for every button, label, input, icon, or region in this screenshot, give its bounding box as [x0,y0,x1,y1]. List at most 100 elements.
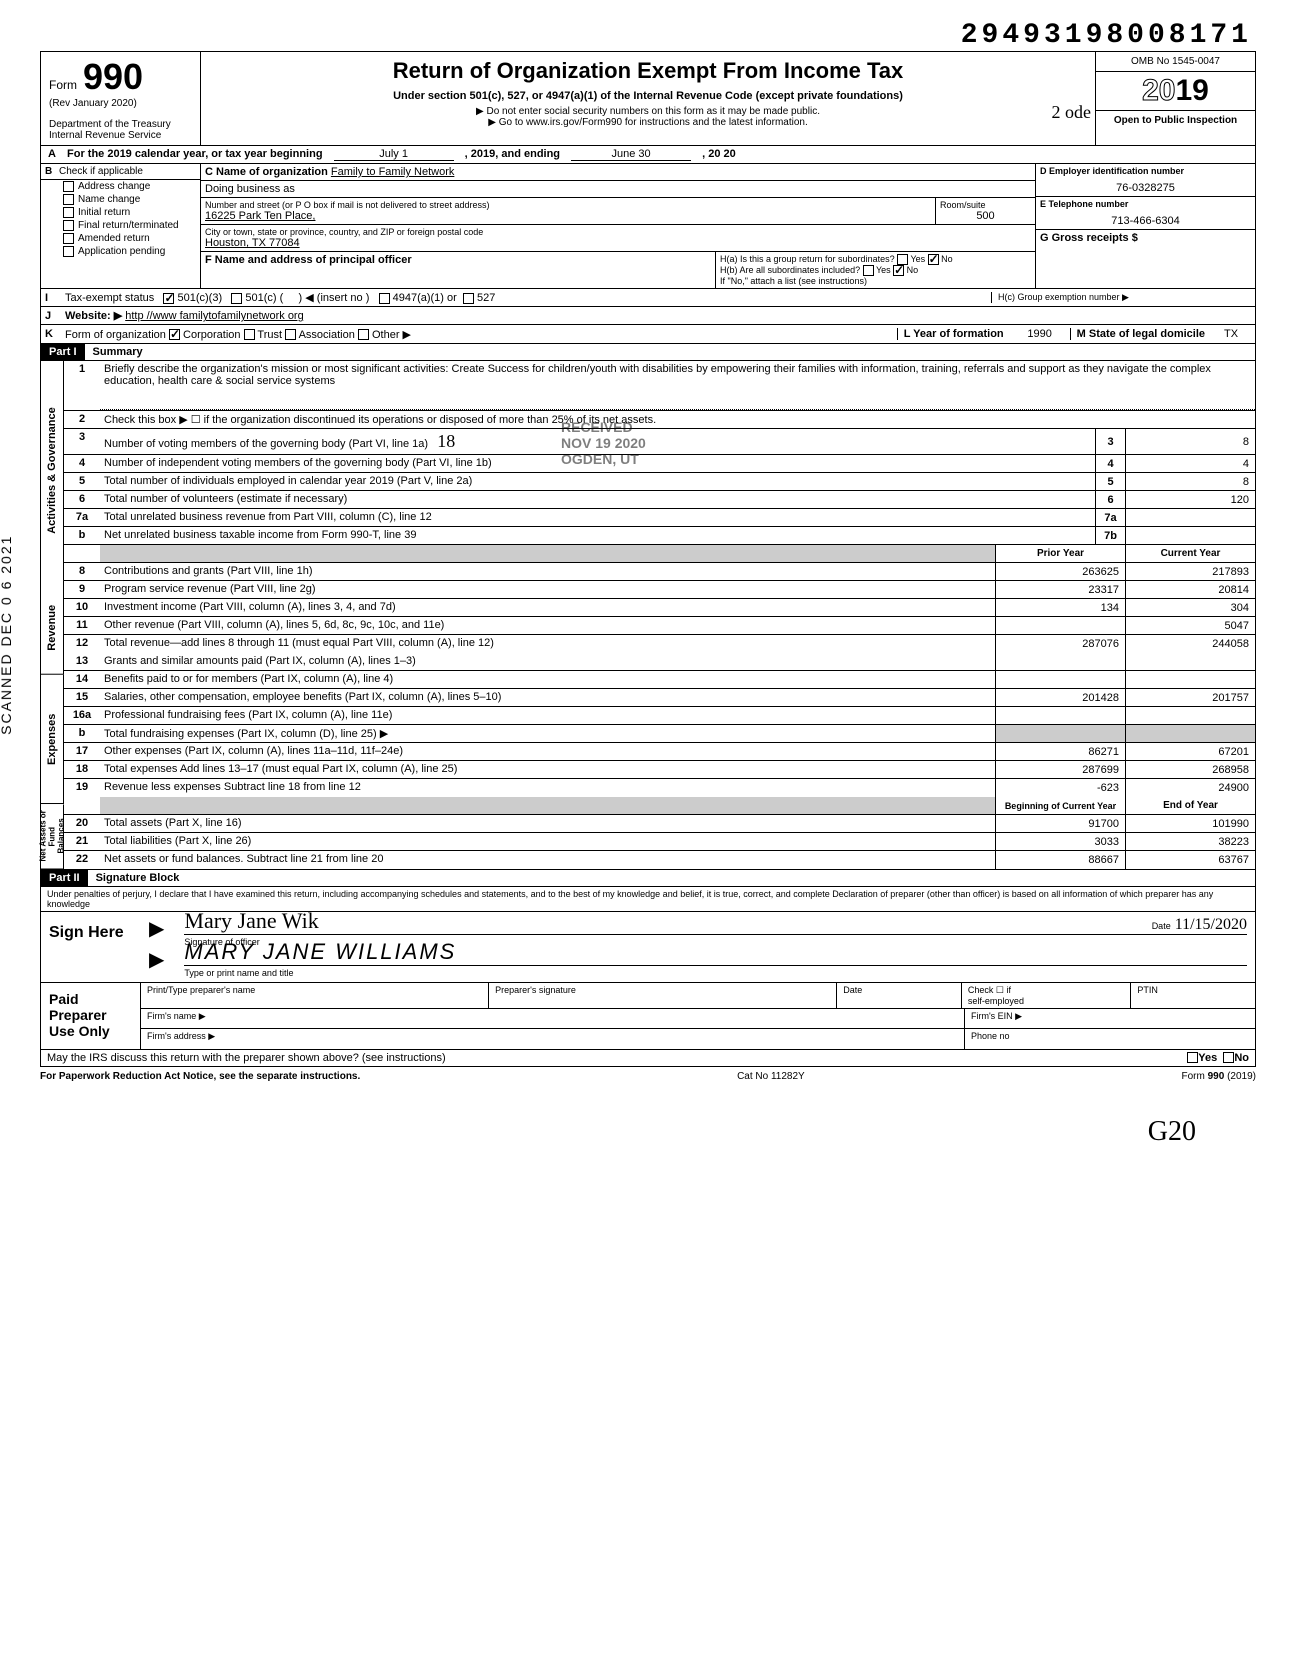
table-row: 11 Other revenue (Part VIII, column (A),… [64,617,1255,635]
line4-desc: Number of independent voting members of … [100,455,1095,472]
colb-checkbox-3[interactable] [63,220,74,231]
assoc-checkbox[interactable] [285,329,296,340]
firm-ein-label: Firm's EIN ▶ [965,1009,1255,1028]
ha-yes-label: Yes [910,254,925,264]
line-a-label: A [41,146,63,163]
row-num: 22 [64,851,100,869]
hb-yes-checkbox[interactable] [863,265,874,276]
ifno-label: If "No," attach a list (see instructions… [720,276,1031,286]
colb-checkbox-0[interactable] [63,181,74,192]
colb-item: Application pending [41,245,200,258]
form-label: Form [49,78,77,92]
tax-year-begin: July 1 [334,148,454,161]
corp-label: Corporation [183,329,240,341]
4947-label: 4947(a)(1) or [393,292,457,304]
k-text: Form of organization [65,329,166,341]
line1-desc: Briefly describe the organization's miss… [100,361,1255,410]
city-value: Houston, TX 77084 [205,237,1031,249]
colb-checkbox-1[interactable] [63,194,74,205]
form-instruction-2: ▶ Go to www.irs.gov/Form990 for instruct… [209,117,1087,128]
firm-addr-label: Firm's address ▶ [141,1029,965,1049]
j-text: Website: ▶ [65,310,122,322]
part2-title: Signature Block [88,870,188,886]
lines-ijk: I Tax-exempt status 501(c)(3) 501(c) ( )… [40,289,1256,344]
row-num: 11 [64,617,100,634]
colb-label: Final return/terminated [78,220,179,231]
table-row: 17 Other expenses (Part IX, column (A), … [64,743,1255,761]
4947-checkbox[interactable] [379,293,390,304]
exp-vert-label: Expenses [41,675,64,804]
discuss-no-checkbox[interactable] [1223,1052,1234,1063]
row-num: 15 [64,689,100,706]
dept-treasury: Department of the Treasury [49,119,192,130]
sign-here-label: Sign Here [41,912,141,982]
row-prior [995,653,1125,670]
row-prior: 86271 [995,743,1125,760]
row-desc: Investment income (Part VIII, column (A)… [100,599,995,616]
table-row: 18 Total expenses Add lines 13–17 (must … [64,761,1255,779]
line5-desc: Total number of individuals employed in … [100,473,1095,490]
assoc-label: Association [299,329,355,341]
net-curr-head: End of Year [1125,797,1255,814]
form-subtitle: Under section 501(c), 527, or 4947(a)(1)… [209,90,1087,102]
colb-label: Name change [78,194,140,205]
c-name-label: C Name of organization [205,166,328,178]
line7a-desc: Total unrelated business revenue from Pa… [100,509,1095,526]
other-checkbox[interactable] [358,329,369,340]
line7a-val [1125,509,1255,526]
summary-table: RECEIVED NOV 19 2020 OGDEN, UT Activitie… [40,361,1256,870]
paid-label: Paid Preparer Use Only [41,983,141,1049]
row-desc: Benefits paid to or for members (Part IX… [100,671,995,688]
form-title: Return of Organization Exempt From Incom… [209,58,1087,84]
table-row: 13 Grants and similar amounts paid (Part… [64,653,1255,671]
date-label: Date [1152,921,1171,931]
footer-mid: Cat No 11282Y [737,1071,805,1082]
row-prior: 23317 [995,581,1125,598]
row-curr: 67201 [1125,743,1255,760]
row-desc: Total assets (Part X, line 16) [100,815,995,832]
row-num: 14 [64,671,100,688]
rev-vert-label: Revenue [41,581,64,675]
row-num: 16a [64,707,100,724]
line5-num: 5 [64,473,100,490]
line-a: A For the 2019 calendar year, or tax yea… [40,146,1256,164]
colb-item: Final return/terminated [41,219,200,232]
row-curr [1125,707,1255,724]
city-label: City or town, state or province, country… [205,227,1031,237]
omb-number: OMB No 1545-0047 [1096,52,1255,72]
527-checkbox[interactable] [463,293,474,304]
name-caption: Type or print name and title [184,968,1247,978]
handwrite-code: 2 ode [1052,102,1092,123]
501c-checkbox[interactable] [231,293,242,304]
form-number: 990 [83,56,143,98]
k-label: K [45,328,65,340]
row-prior: 3033 [995,833,1125,850]
line1-num: 1 [64,361,100,410]
trust-label: Trust [257,329,282,341]
doc-locator-number: 29493198008171 [961,20,1252,51]
hb-no-label: No [907,265,919,275]
trust-checkbox[interactable] [244,329,255,340]
footer-left: For Paperwork Reduction Act Notice, see … [40,1071,360,1082]
row-num: 20 [64,815,100,832]
row-curr: 5047 [1125,617,1255,634]
colb-checkbox-5[interactable] [63,246,74,257]
discuss-text: May the IRS discuss this return with the… [47,1052,1187,1064]
firm-name-label: Firm's name ▶ [141,1009,965,1028]
hb-no-checkbox[interactable] [893,265,904,276]
room-label: Room/suite [940,200,1031,210]
line6-val: 120 [1125,491,1255,508]
501c3-checkbox[interactable] [163,293,174,304]
discuss-yes-checkbox[interactable] [1187,1052,1198,1063]
table-row: b Total fundraising expenses (Part IX, c… [64,725,1255,743]
row-prior: 201428 [995,689,1125,706]
line3-num: 3 [64,429,100,454]
colb-checkbox-4[interactable] [63,233,74,244]
section-bcde: BCheck if applicable Address changeName … [40,164,1256,289]
corp-checkbox[interactable] [169,329,180,340]
sig-caret-1: ▶ [149,916,164,947]
line6-desc: Total number of volunteers (estimate if … [100,491,1095,508]
sig-caret-2: ▶ [149,947,164,978]
ha-no-checkbox[interactable] [928,254,939,265]
colb-checkbox-2[interactable] [63,207,74,218]
